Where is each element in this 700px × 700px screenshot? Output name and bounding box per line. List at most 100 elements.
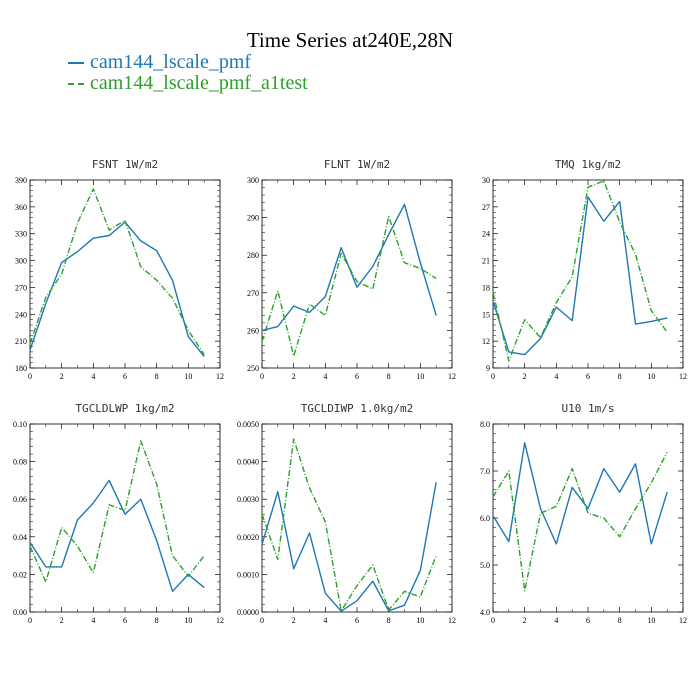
y-tick-label: 290 [247, 214, 259, 223]
panel-title: TMQ 1kg/m2 [555, 158, 621, 171]
y-tick-label: 250 [247, 364, 259, 373]
x-tick-label: 2 [60, 616, 64, 625]
plot-frame [492, 179, 684, 369]
y-tick-label: 8.0 [480, 420, 490, 429]
series-line-1 [29, 479, 205, 592]
panel-title: FSNT 1W/m2 [92, 158, 158, 171]
x-tick-label: 6 [123, 616, 127, 625]
legend-line-solid [68, 62, 84, 65]
y-tick-label: 270 [15, 283, 27, 292]
panel-title: FLNT 1W/m2 [324, 158, 390, 171]
x-tick-label: 4 [91, 372, 95, 381]
x-tick-label: 2 [60, 372, 64, 381]
x-tick-label: 12 [448, 372, 456, 381]
x-tick-label: 10 [647, 616, 655, 625]
y-tick-label: 0.0000 [237, 608, 259, 617]
legend-entry-1: cam144_lscale_pmf [68, 51, 251, 74]
panel-title: U10 1m/s [562, 402, 615, 415]
legend-label-1: cam144_lscale_pmf [90, 51, 252, 73]
x-tick-label: 2 [523, 616, 527, 625]
series-line-1 [261, 203, 437, 332]
y-tick-label: 0.0050 [237, 420, 259, 429]
x-tick-label: 4 [554, 616, 558, 625]
series-line-1 [492, 196, 668, 356]
x-tick-label: 8 [155, 616, 159, 625]
series-line-1 [492, 442, 668, 545]
y-tick-label: 0.0010 [237, 570, 259, 579]
legend-line-dashdot [68, 83, 84, 86]
y-tick-label: 30 [482, 176, 490, 185]
y-tick-label: 21 [482, 257, 490, 266]
x-tick-label: 8 [387, 616, 391, 625]
x-tick-label: 10 [184, 372, 192, 381]
x-tick-label: 10 [184, 616, 192, 625]
y-tick-label: 180 [15, 364, 27, 373]
x-tick-label: 6 [355, 616, 359, 625]
y-tick-label: 0.04 [13, 533, 27, 542]
legend-label-2: cam144_lscale_pmf_a1test [90, 72, 308, 94]
series-line-2 [261, 215, 437, 357]
y-tick-label: 300 [15, 257, 27, 266]
x-tick-label: 10 [416, 616, 424, 625]
x-tick-label: 2 [523, 372, 527, 381]
x-tick-label: 4 [554, 372, 558, 381]
y-tick-label: 270 [247, 289, 259, 298]
x-tick-label: 2 [292, 372, 296, 381]
x-tick-label: 8 [618, 372, 622, 381]
y-tick-label: 9 [486, 364, 490, 373]
x-tick-label: 12 [679, 372, 687, 381]
y-tick-label: 0.02 [13, 570, 27, 579]
y-tick-label: 0.00 [13, 608, 27, 617]
panel-title: TGCLDLWP 1kg/m2 [75, 402, 174, 415]
x-tick-label: 12 [216, 372, 224, 381]
legend-entry-2: cam144_lscale_pmf_a1test [68, 72, 308, 95]
series-line-1 [29, 221, 205, 357]
y-tick-label: 0.10 [13, 420, 27, 429]
y-tick-label: 0.08 [13, 458, 27, 467]
y-tick-label: 4.0 [480, 608, 490, 617]
x-tick-label: 6 [123, 372, 127, 381]
y-tick-label: 240 [15, 310, 27, 319]
x-tick-label: 12 [448, 616, 456, 625]
y-tick-label: 27 [482, 203, 490, 212]
y-tick-label: 24 [482, 230, 490, 239]
plot-frame [261, 423, 453, 613]
x-tick-label: 6 [586, 616, 590, 625]
figure-title: Time Series at240E,28N [246, 28, 454, 52]
y-tick-label: 12 [482, 337, 490, 346]
y-tick-label: 390 [15, 176, 27, 185]
y-tick-label: 5.0 [480, 561, 490, 570]
x-tick-label: 4 [323, 372, 327, 381]
y-tick-label: 18 [482, 283, 490, 292]
series-line-1 [261, 482, 437, 612]
series-line-2 [261, 438, 437, 612]
x-tick-label: 6 [355, 372, 359, 381]
x-tick-label: 0 [28, 616, 32, 625]
y-tick-label: 7.0 [480, 467, 490, 476]
series-line-2 [29, 188, 205, 355]
x-tick-label: 10 [647, 372, 655, 381]
plot-frame [492, 423, 684, 613]
x-tick-label: 0 [491, 372, 495, 381]
y-tick-label: 300 [247, 176, 259, 185]
x-tick-label: 8 [155, 372, 159, 381]
y-tick-label: 0.0020 [237, 533, 259, 542]
x-tick-label: 10 [416, 372, 424, 381]
x-tick-label: 12 [216, 616, 224, 625]
x-tick-label: 8 [618, 616, 622, 625]
y-tick-label: 330 [15, 230, 27, 239]
plot-frame [29, 423, 221, 613]
x-tick-label: 0 [28, 372, 32, 381]
x-tick-label: 0 [260, 372, 264, 381]
series-line-2 [492, 451, 668, 592]
panel-title: TGCLDIWP 1.0kg/m2 [301, 402, 414, 415]
x-tick-label: 0 [491, 616, 495, 625]
y-tick-label: 0.06 [13, 495, 27, 504]
y-tick-label: 0.0040 [237, 458, 259, 467]
x-tick-label: 6 [586, 372, 590, 381]
x-tick-label: 8 [387, 372, 391, 381]
x-tick-label: 2 [292, 616, 296, 625]
series-line-2 [29, 440, 205, 583]
y-tick-label: 0.0030 [237, 495, 259, 504]
